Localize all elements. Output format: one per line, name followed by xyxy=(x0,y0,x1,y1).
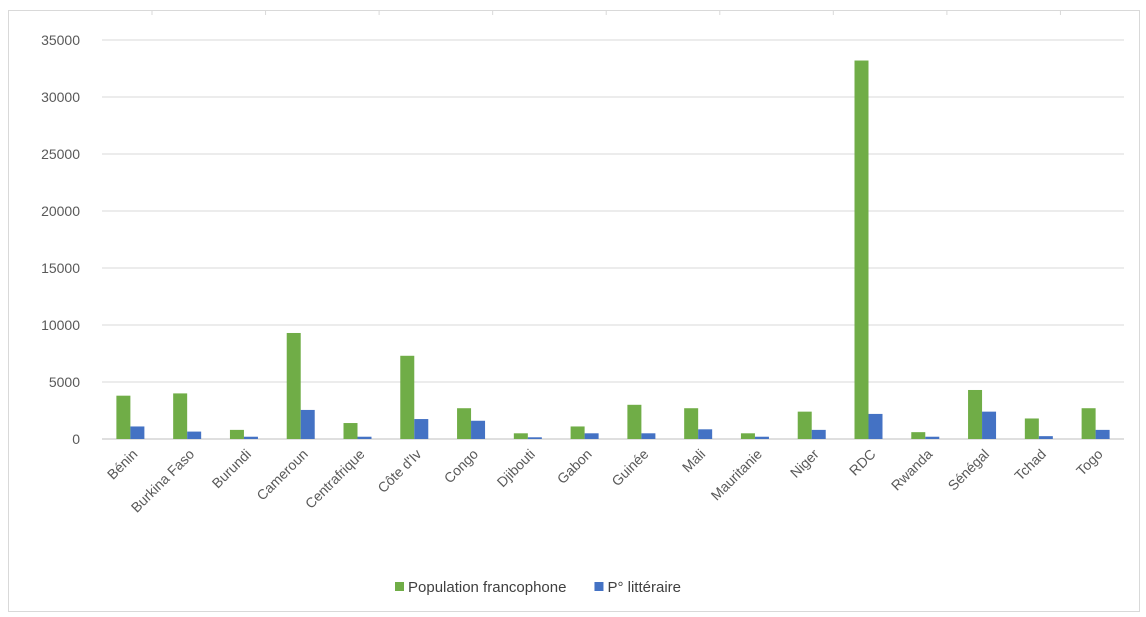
x-tick-label: Togo xyxy=(1073,446,1106,479)
bar xyxy=(911,432,926,439)
bar xyxy=(173,393,188,439)
x-tick-label: Niger xyxy=(787,446,822,481)
legend: Population francophone P° littéraire xyxy=(395,579,681,596)
bar xyxy=(627,404,642,439)
chart-area: 0 5000 10000 15000 20000 25000 30000 35000 Béni… xyxy=(8,10,1140,612)
x-tick-label: Burundi xyxy=(209,446,254,491)
bar xyxy=(414,419,429,439)
bar xyxy=(740,433,755,439)
bar xyxy=(229,429,244,439)
x-tick-label: Mauritanie xyxy=(708,446,766,504)
bar xyxy=(868,413,883,439)
x-tick-label: Guinée xyxy=(608,446,651,489)
bar-chart: 0 5000 10000 15000 20000 25000 30000 35000 Béni… xyxy=(41,11,1124,596)
x-tick-label: Congo xyxy=(441,446,482,487)
legend-label: Population francophone xyxy=(408,579,566,596)
bar xyxy=(243,436,258,439)
bar xyxy=(982,411,997,439)
bar xyxy=(584,433,599,439)
y-tick-label: 10000 xyxy=(41,317,80,333)
x-tick-label: Bénin xyxy=(104,446,141,483)
bar xyxy=(343,423,358,439)
x-tick-label: Centrafrique xyxy=(302,446,368,512)
bar xyxy=(1095,429,1110,439)
x-tick-label: Mali xyxy=(679,446,708,475)
gridlines xyxy=(102,39,1124,440)
bar xyxy=(513,433,528,439)
y-tick-label: 15000 xyxy=(41,260,80,276)
bar xyxy=(116,395,131,439)
legend-label: P° littéraire xyxy=(607,579,681,596)
bar xyxy=(1038,436,1053,439)
bar xyxy=(698,429,713,439)
bar xyxy=(641,433,656,439)
y-tick-label: 0 xyxy=(72,431,80,447)
y-tick-label: 25000 xyxy=(41,146,80,162)
legend-swatch xyxy=(395,582,404,591)
x-tick-label: Rwanda xyxy=(888,446,936,494)
x-tick-label: Sénégal xyxy=(945,446,993,494)
bar xyxy=(754,436,769,439)
top-tick-marks xyxy=(151,11,1061,15)
bar xyxy=(286,332,301,439)
bar xyxy=(570,426,585,439)
x-tick-label: Gabon xyxy=(554,446,595,487)
bar xyxy=(471,420,486,439)
bar xyxy=(130,426,145,439)
bar xyxy=(925,436,940,439)
x-tick-label: Djibouti xyxy=(494,446,538,490)
y-tick-label: 35000 xyxy=(41,32,80,48)
y-axis-ticks: 0 5000 10000 15000 20000 25000 30000 35000 xyxy=(41,32,80,447)
bar xyxy=(684,408,699,439)
x-tick-label: Côte d'Iv xyxy=(374,446,424,496)
bar xyxy=(1081,408,1096,439)
bar xyxy=(854,60,869,440)
bar xyxy=(1024,418,1039,439)
bar xyxy=(797,411,812,439)
y-tick-label: 30000 xyxy=(41,89,80,105)
bar xyxy=(187,431,202,439)
bar xyxy=(400,355,415,439)
bar xyxy=(811,429,826,439)
bar xyxy=(357,436,372,439)
bar xyxy=(300,409,315,439)
y-tick-label: 5000 xyxy=(49,374,80,390)
x-tick-label: Cameroun xyxy=(253,446,311,504)
bar xyxy=(527,437,542,439)
bar xyxy=(457,408,472,439)
legend-swatch xyxy=(594,582,604,591)
bar xyxy=(968,389,983,439)
x-tick-label: Tchad xyxy=(1011,446,1049,484)
bars xyxy=(116,60,1110,440)
x-tick-label: RDC xyxy=(846,446,879,479)
y-tick-label: 20000 xyxy=(41,203,80,219)
